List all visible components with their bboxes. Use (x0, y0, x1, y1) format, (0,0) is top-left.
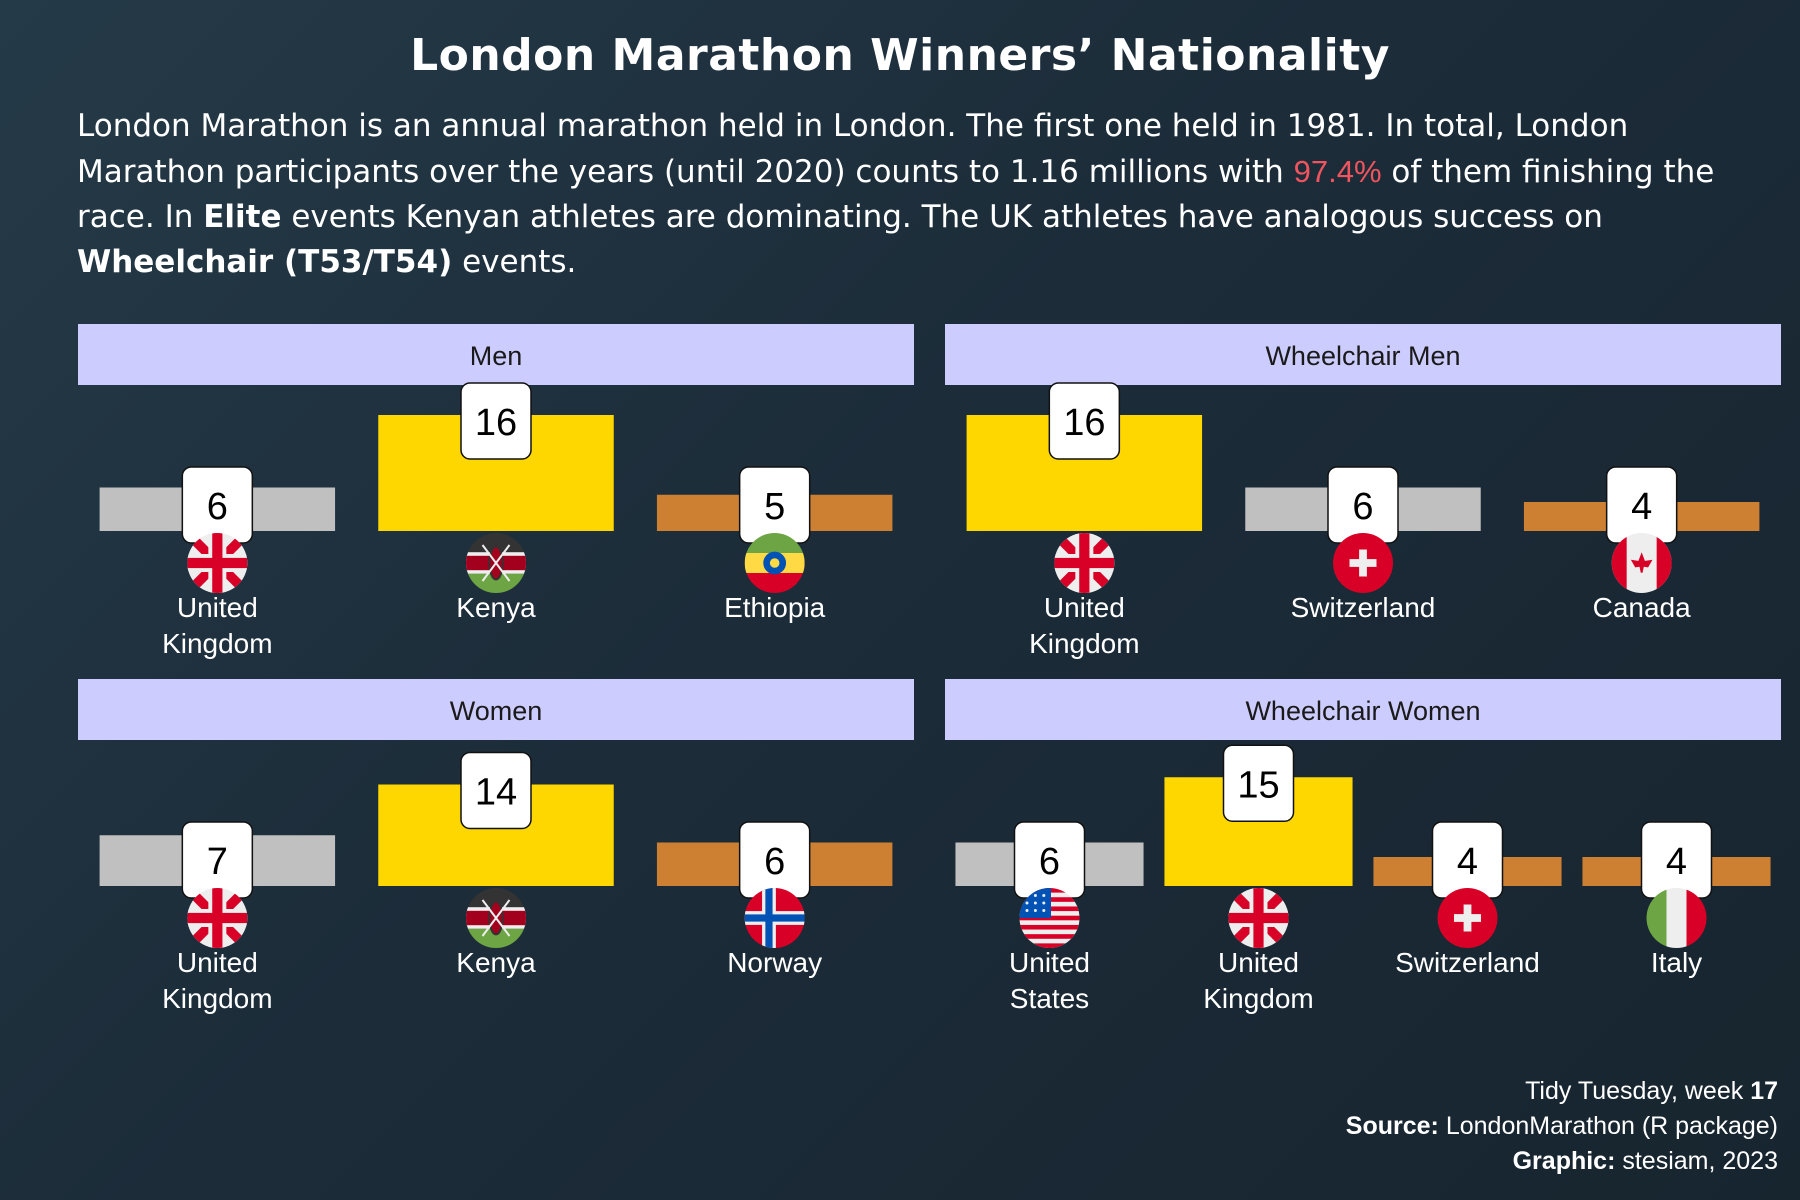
norway-flag-icon (744, 888, 805, 948)
country-label: United (1218, 947, 1299, 978)
country-label: Kenya (456, 592, 536, 623)
panel-strip (945, 679, 1781, 740)
ethiopia-flag-icon (744, 533, 805, 593)
subtitle-wheelchair: Wheelchair (T53/T54) (77, 244, 453, 280)
value-label: 14 (475, 772, 517, 814)
caption-line-2: Source: LondonMarathon (R package) (1346, 1109, 1778, 1144)
uk-flag-icon (187, 533, 248, 593)
caption-source: LondonMarathon (R package) (1438, 1112, 1778, 1140)
kenya-flag-icon (466, 533, 526, 593)
value-label: 6 (207, 486, 228, 528)
panel-strip (945, 324, 1781, 385)
country-label: Switzerland (1395, 947, 1540, 978)
country-label: Kingdom (1203, 983, 1314, 1014)
caption-week: 17 (1750, 1077, 1778, 1105)
country-label: United (1009, 947, 1090, 978)
value-label: 6 (1352, 486, 1373, 528)
value-label: 4 (1631, 486, 1652, 528)
caption-source-label: Source: (1345, 1112, 1439, 1140)
country-label: Kingdom (162, 628, 273, 659)
caption-graphic: stesiam, 2023 (1615, 1147, 1778, 1175)
value-label: 16 (1063, 402, 1105, 444)
uk-flag-icon (1228, 888, 1289, 948)
value-label: 5 (764, 486, 785, 528)
country-label: Kenya (456, 947, 536, 978)
uk-flag-icon (187, 888, 248, 948)
panel-title: Wheelchair Women (1245, 696, 1480, 726)
finish-percentage: 97.4% (1293, 154, 1382, 189)
panel-strip (78, 324, 914, 385)
value-label: 16 (475, 402, 517, 444)
value-label: 15 (1237, 764, 1279, 806)
uk-flag-icon (1054, 533, 1115, 593)
value-label: 7 (207, 841, 228, 883)
kenya-flag-icon (466, 888, 526, 948)
switzerland-flag-icon (1333, 533, 1393, 593)
panel-title: Men (470, 341, 523, 371)
value-label-box (460, 751, 532, 830)
value-label-box (1222, 744, 1295, 822)
usa-flag-icon (1019, 888, 1080, 948)
country-label: Italy (1651, 947, 1702, 978)
caption-graphic-label: Graphic: (1512, 1147, 1616, 1175)
country-label: Switzerland (1291, 592, 1436, 623)
chart-subtitle: London Marathon is an annual marathon he… (77, 104, 1757, 285)
country-label: United (177, 592, 258, 623)
panel-wheelchair-men: Wheelchair Men 16 United Kingdom 6 Switzerlan… (945, 324, 1781, 659)
panel-title: Women (450, 696, 543, 726)
panel-men: Men 6 United Kingdom 16 Kenya 5 Ethiopia (78, 324, 914, 659)
caption: Tidy Tuesday, week 17 Source: LondonMara… (1346, 1074, 1778, 1179)
caption-tidy: Tidy Tuesday, week (1525, 1077, 1751, 1105)
subtitle-elite: Elite (203, 199, 282, 235)
panel-strip (78, 679, 914, 740)
caption-line-1: Tidy Tuesday, week 17 (1346, 1074, 1778, 1109)
country-label: States (1010, 983, 1089, 1014)
value-label-box (460, 382, 532, 460)
value-label: 6 (764, 841, 785, 883)
country-label: United (1044, 592, 1125, 623)
country-label: Kingdom (1029, 628, 1140, 659)
canada-flag-icon (1611, 533, 1672, 593)
switzerland-flag-icon (1437, 888, 1498, 948)
value-label: 4 (1666, 841, 1687, 883)
country-label: Norway (727, 947, 822, 978)
subtitle-part-2: of them finishing the race. In (77, 154, 1715, 235)
chart-title: London Marathon Winners’ Nationality (410, 30, 1390, 81)
subtitle-part-3: events Kenyan athletes are dominating. T… (281, 199, 1603, 235)
italy-flag-icon (1646, 888, 1707, 948)
value-label: 4 (1457, 841, 1478, 883)
panel-wheelchair-women: Wheelchair Women 6 United States 15 United Kin… (945, 679, 1781, 1014)
panel-title: Wheelchair Men (1265, 341, 1460, 371)
country-label: United (177, 947, 258, 978)
country-label: Ethiopia (724, 592, 826, 623)
subtitle-part-1: London Marathon is an annual marathon he… (77, 108, 1629, 190)
country-label: Kingdom (162, 983, 273, 1014)
panel-women: Women 7 United Kingdom 14 Kenya 6 Norway (78, 679, 914, 1014)
subtitle-part-4: events. (452, 244, 577, 280)
value-label: 6 (1039, 841, 1060, 883)
value-label-box (1048, 382, 1121, 460)
country-label: Canada (1593, 592, 1692, 623)
caption-line-3: Graphic: stesiam, 2023 (1346, 1144, 1778, 1179)
